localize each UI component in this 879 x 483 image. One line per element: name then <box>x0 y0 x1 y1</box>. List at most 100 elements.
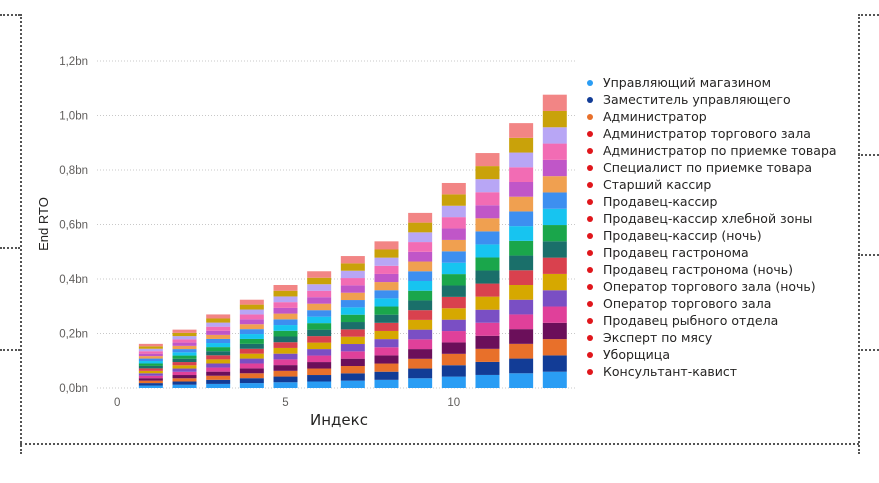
bar-segment[interactable] <box>509 329 534 344</box>
bar-segment[interactable] <box>509 343 534 359</box>
legend-item[interactable]: Специалист по приемке товара <box>583 159 873 176</box>
bar-segment[interactable] <box>307 362 332 369</box>
bar-segment[interactable] <box>542 257 567 274</box>
bar-segment[interactable] <box>509 196 534 212</box>
bar-segment[interactable] <box>374 314 399 323</box>
bar-segment[interactable] <box>273 330 298 337</box>
legend-item[interactable]: Эксперт по мясу <box>583 329 873 346</box>
bar-segment[interactable] <box>340 314 365 323</box>
bar-segment[interactable] <box>509 314 534 330</box>
bar-segment[interactable] <box>441 228 466 240</box>
bar-segment[interactable] <box>542 306 567 323</box>
bar-segment[interactable] <box>138 343 163 347</box>
bar-segment[interactable] <box>172 345 197 350</box>
bar-segment[interactable] <box>509 358 534 374</box>
legend-item[interactable]: Продавец-кассир хлебной зоны <box>583 210 873 227</box>
bar-segment[interactable] <box>138 373 163 376</box>
bar-segment[interactable] <box>239 324 264 330</box>
bar-segment[interactable] <box>307 368 332 376</box>
bar-segment[interactable] <box>239 358 264 364</box>
bar-segment[interactable] <box>441 319 466 332</box>
bar-segment[interactable] <box>340 270 365 279</box>
bar-segment[interactable] <box>206 330 231 335</box>
bar-segment[interactable] <box>408 368 433 379</box>
bar-segment[interactable] <box>239 314 264 320</box>
bar-stack[interactable] <box>509 123 534 388</box>
bar-segment[interactable] <box>408 290 433 301</box>
bar-segment[interactable] <box>307 381 332 388</box>
bar-segment[interactable] <box>408 358 433 369</box>
bar-segment[interactable] <box>441 376 466 388</box>
bar-segment[interactable] <box>374 339 399 348</box>
bar-segment[interactable] <box>475 322 500 336</box>
bar-segment[interactable] <box>374 241 399 250</box>
bar-stack[interactable] <box>172 329 197 388</box>
bar-segment[interactable] <box>542 159 567 177</box>
bar-segment[interactable] <box>408 280 433 291</box>
bar-stack[interactable] <box>340 256 365 388</box>
bar-segment[interactable] <box>509 299 534 315</box>
bar-segment[interactable] <box>273 376 298 383</box>
bar-segment[interactable] <box>138 348 163 352</box>
bar-stack[interactable] <box>239 299 264 388</box>
legend-item[interactable]: Консультант-кавист <box>583 363 873 380</box>
bar-segment[interactable] <box>441 296 466 309</box>
bar-segment[interactable] <box>408 261 433 272</box>
bar-segment[interactable] <box>340 307 365 315</box>
legend-item[interactable]: Заместитель управляющего <box>583 91 873 108</box>
bar-segment[interactable] <box>138 353 163 357</box>
bar-segment[interactable] <box>138 351 163 354</box>
bar-segment[interactable] <box>542 355 567 372</box>
bar-segment[interactable] <box>273 302 298 308</box>
bar-segment[interactable] <box>542 225 567 242</box>
bar-segment[interactable] <box>542 371 567 388</box>
bar-segment[interactable] <box>340 358 365 367</box>
bar-segment[interactable] <box>239 343 264 349</box>
bar-segment[interactable] <box>307 284 332 291</box>
bar-segment[interactable] <box>475 231 500 245</box>
bar-segment[interactable] <box>408 232 433 243</box>
bar-segment[interactable] <box>340 373 365 381</box>
bar-segment[interactable] <box>340 256 365 264</box>
bar-stack[interactable] <box>542 94 567 388</box>
bar-segment[interactable] <box>374 371 399 380</box>
bar-segment[interactable] <box>374 306 399 315</box>
bar-segment[interactable] <box>374 249 399 258</box>
bar-segment[interactable] <box>206 338 231 344</box>
bar-segment[interactable] <box>307 303 332 311</box>
bar-segment[interactable] <box>239 373 264 379</box>
bar-segment[interactable] <box>206 379 231 384</box>
bar-segment[interactable] <box>307 329 332 337</box>
bar-segment[interactable] <box>374 379 399 388</box>
bar-segment[interactable] <box>138 383 163 386</box>
bar-segment[interactable] <box>509 152 534 168</box>
bar-segment[interactable] <box>172 329 197 333</box>
bar-segment[interactable] <box>475 335 500 349</box>
bar-stack[interactable] <box>273 284 298 388</box>
bar-segment[interactable] <box>542 94 567 111</box>
bar-segment[interactable] <box>509 255 534 271</box>
legend-item[interactable]: Администратор по приемке товара <box>583 142 873 159</box>
bar-stack[interactable] <box>374 241 399 388</box>
bar-segment[interactable] <box>475 192 500 206</box>
bar-segment[interactable] <box>340 336 365 345</box>
bar-segment[interactable] <box>307 277 332 285</box>
bar-segment[interactable] <box>206 322 231 327</box>
bar-segment[interactable] <box>475 283 500 297</box>
bar-segment[interactable] <box>273 336 298 343</box>
bar-segment[interactable] <box>475 257 500 271</box>
bar-segment[interactable] <box>509 167 534 182</box>
bar-segment[interactable] <box>273 347 298 354</box>
bar-segment[interactable] <box>374 298 399 307</box>
bar-segment[interactable] <box>239 348 264 354</box>
bar-segment[interactable] <box>138 346 163 349</box>
bar-segment[interactable] <box>374 273 399 283</box>
bar-segment[interactable] <box>307 336 332 343</box>
bar-segment[interactable] <box>239 338 264 344</box>
bar-segment[interactable] <box>138 370 163 374</box>
legend-item[interactable]: Управляющий магазином <box>583 74 873 91</box>
bar-segment[interactable] <box>542 241 567 258</box>
bar-segment[interactable] <box>206 347 231 352</box>
bar-segment[interactable] <box>307 316 332 324</box>
bar-segment[interactable] <box>374 282 399 291</box>
